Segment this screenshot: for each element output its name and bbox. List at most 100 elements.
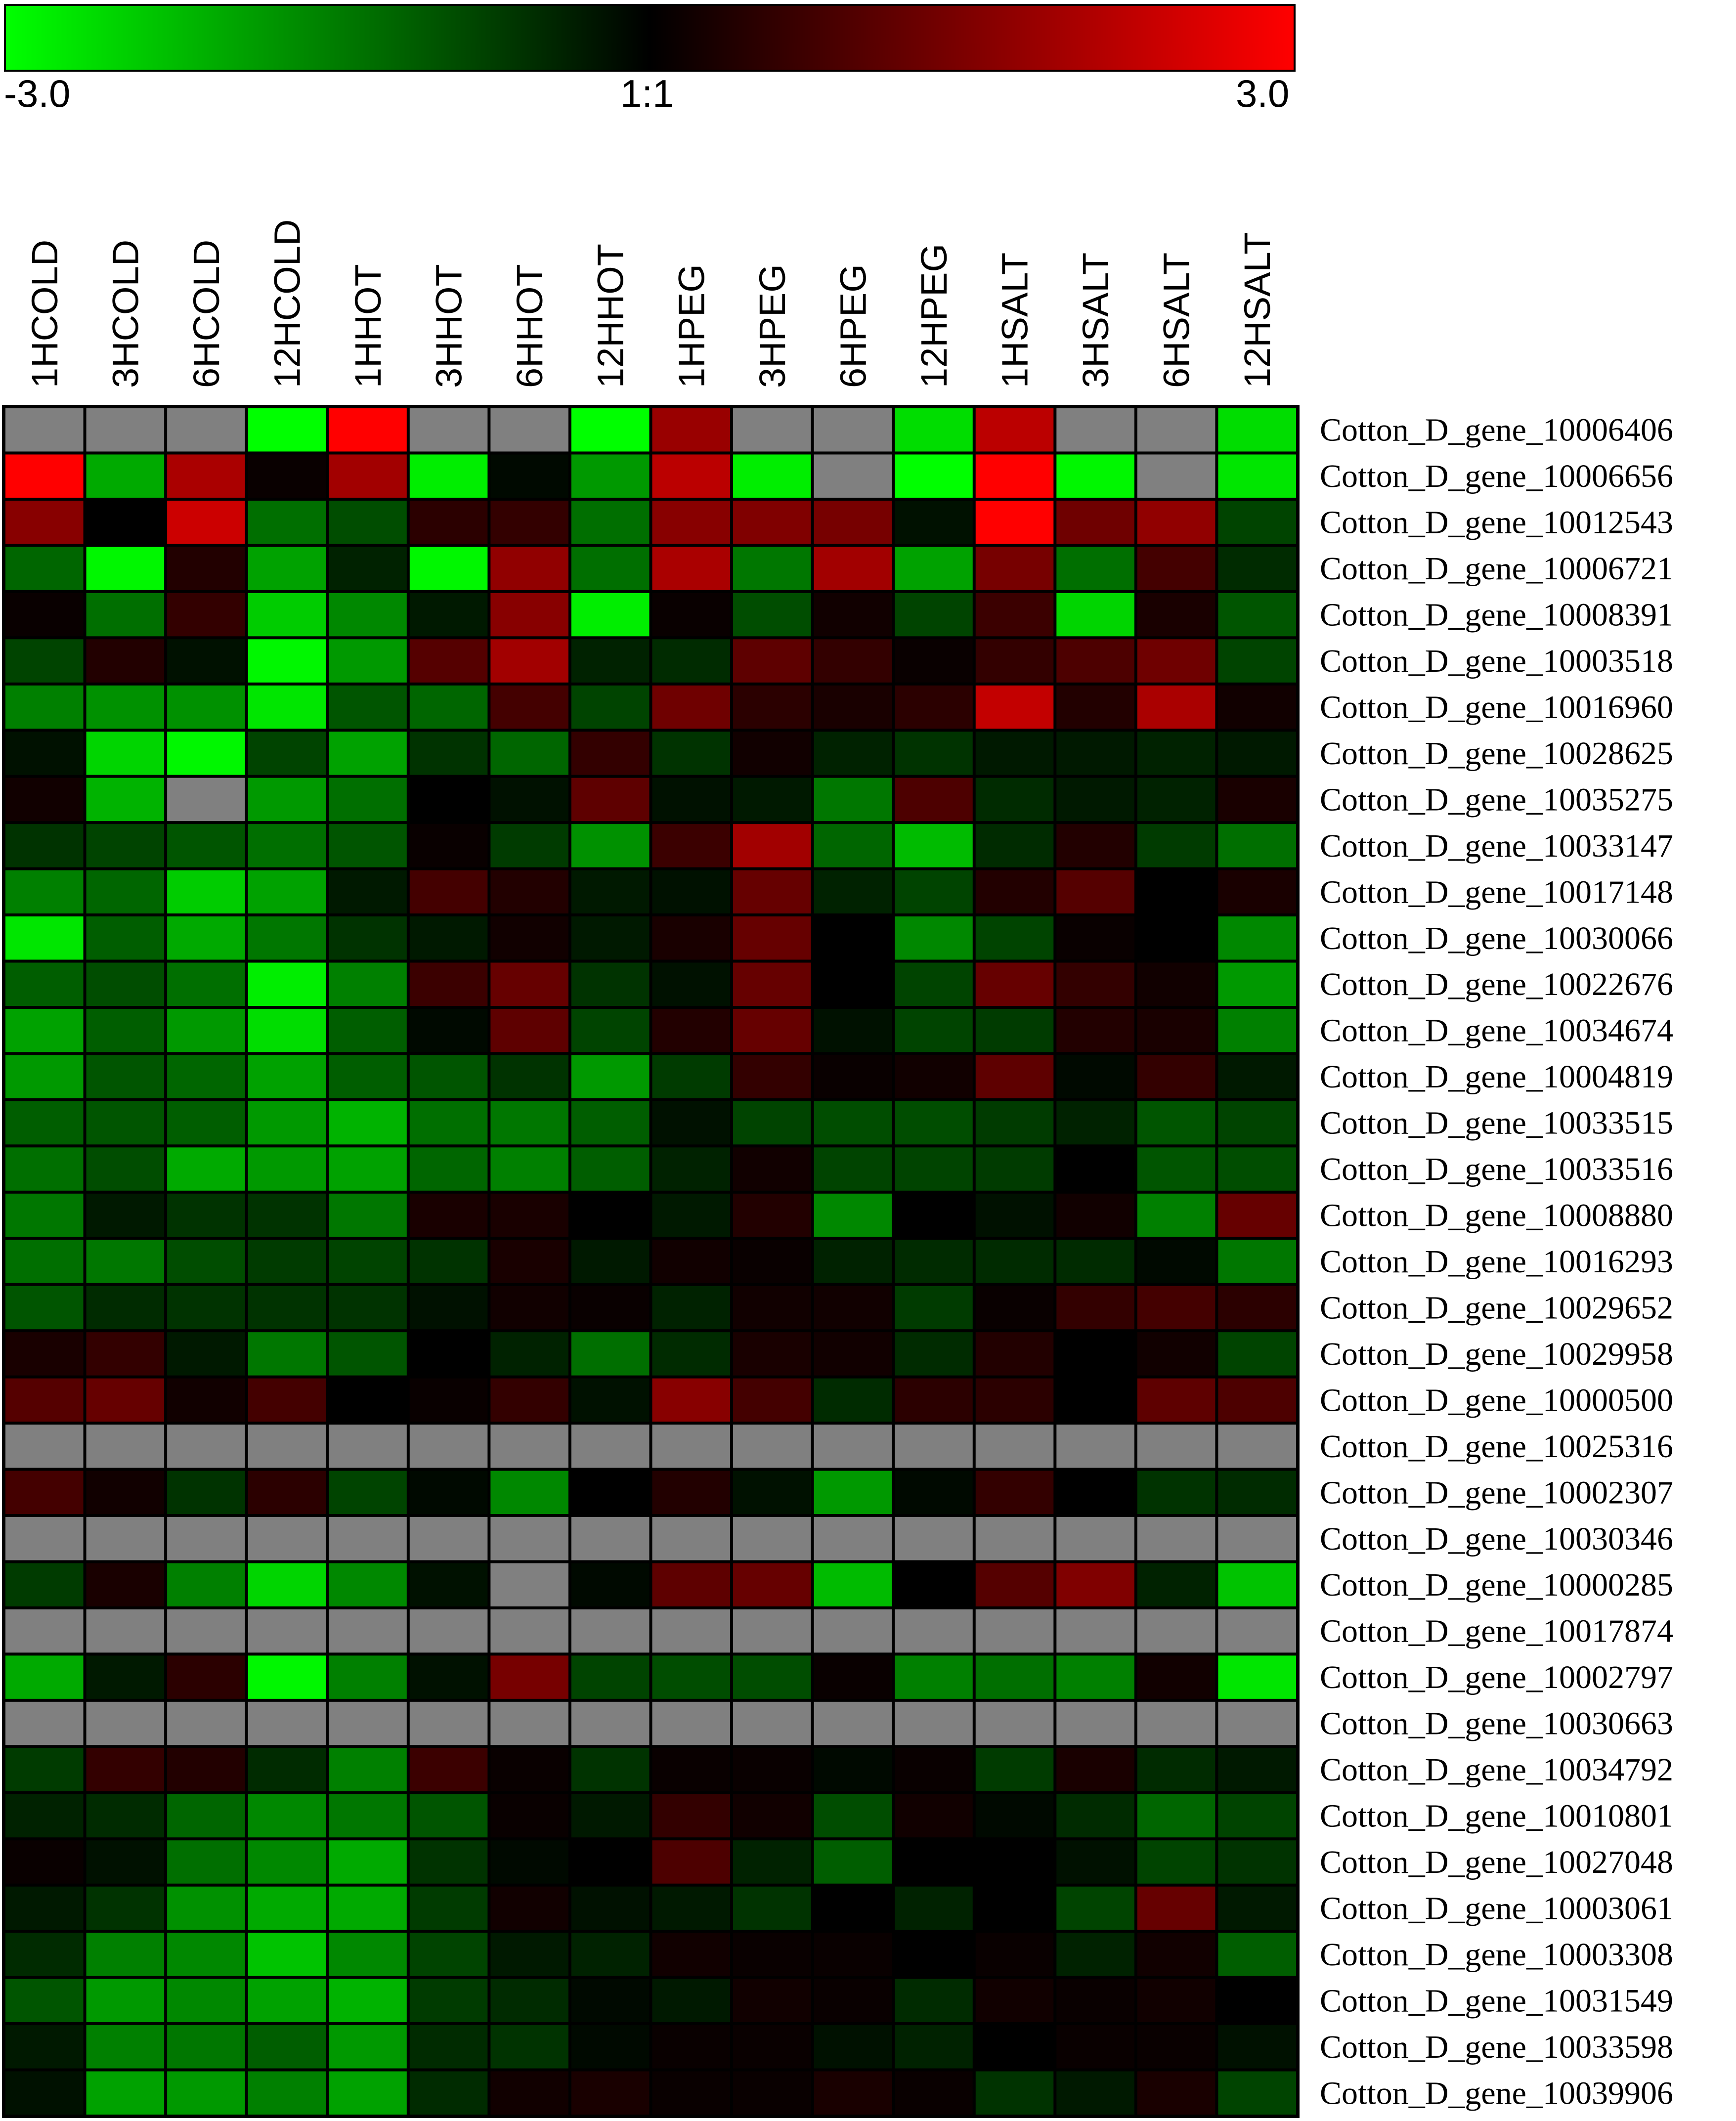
heatmap-cell: [733, 685, 811, 729]
heatmap-cell: [5, 870, 84, 914]
heatmap-cell: [814, 1886, 892, 1930]
heatmap-cell: [5, 1609, 84, 1653]
heatmap-cell: [895, 1008, 973, 1052]
heatmap-cell: [248, 2071, 326, 2115]
column-label: 3HCOLD: [105, 240, 146, 388]
heatmap-cell: [1218, 1193, 1296, 1237]
heatmap-cell: [895, 1471, 973, 1515]
heatmap-cell: [409, 1655, 488, 1699]
heatmap-cell: [490, 1378, 568, 1422]
heatmap-cell: [895, 639, 973, 683]
row-label: Cotton_D_gene_10016293: [1320, 1244, 1673, 1280]
heatmap-cell: [409, 824, 488, 867]
heatmap-cell: [733, 1609, 811, 1653]
row-label: Cotton_D_gene_10031549: [1320, 1983, 1673, 2019]
heatmap-cell: [86, 1840, 165, 1884]
heatmap-cell: [248, 639, 326, 683]
heatmap-cell: [652, 500, 731, 544]
heatmap-cell: [571, 1286, 650, 1330]
row-label: Cotton_D_gene_10012543: [1320, 505, 1673, 541]
heatmap-cell: [409, 870, 488, 914]
heatmap-cell: [733, 962, 811, 1006]
heatmap-cell: [1056, 685, 1134, 729]
heatmap-cell: [409, 1008, 488, 1052]
heatmap-cell: [652, 2025, 731, 2069]
heatmap-cell: [329, 1193, 407, 1237]
heatmap-cell: [5, 1979, 84, 2023]
heatmap-cell: [167, 1979, 245, 2023]
heatmap-cell: [86, 870, 165, 914]
heatmap-cell: [1056, 1101, 1134, 1145]
heatmap-cell: [409, 1979, 488, 2023]
heatmap-cell: [652, 1655, 731, 1699]
heatmap-cell: [329, 1609, 407, 1653]
heatmap-cell: [895, 778, 973, 822]
heatmap-cell: [1137, 1147, 1215, 1191]
heatmap-cell: [1137, 1286, 1215, 1330]
heatmap-cell: [814, 1425, 892, 1468]
heatmap-cell: [490, 1332, 568, 1376]
heatmap-cell: [5, 962, 84, 1006]
column-label: 6HPEG: [832, 264, 873, 388]
heatmap-cell: [1218, 916, 1296, 960]
heatmap-cell: [1137, 1609, 1215, 1653]
heatmap-cell: [571, 916, 650, 960]
heatmap-cell: [248, 500, 326, 544]
heatmap-cell: [814, 1286, 892, 1330]
heatmap-cell: [409, 1563, 488, 1606]
heatmap-cell: [1056, 1147, 1134, 1191]
heatmap-cell: [1137, 1240, 1215, 1283]
heatmap-cell: [814, 1378, 892, 1422]
heatmap-cell: [1218, 1655, 1296, 1699]
heatmap-cell: [409, 2071, 488, 2115]
heatmap-cell: [733, 1147, 811, 1191]
heatmap-cell: [490, 2025, 568, 2069]
heatmap-cell: [975, 685, 1054, 729]
heatmap-cell: [490, 1425, 568, 1468]
heatmap-cell: [652, 1933, 731, 1976]
heatmap-cell: [975, 1563, 1054, 1606]
heatmap-cell: [1137, 778, 1215, 822]
heatmap-cell: [895, 1055, 973, 1098]
heatmap-cell: [814, 1517, 892, 1560]
heatmap-cell: [1218, 824, 1296, 867]
heatmap-cell: [86, 1193, 165, 1237]
heatmap-cell: [329, 593, 407, 637]
heatmap-cell: [329, 1101, 407, 1145]
heatmap-cell: [1218, 732, 1296, 775]
heatmap-cell: [733, 1378, 811, 1422]
heatmap-cell: [814, 1193, 892, 1237]
heatmap-cell: [167, 1425, 245, 1468]
heatmap-cell: [1137, 1840, 1215, 1884]
heatmap-cell: [975, 962, 1054, 1006]
heatmap-cell: [571, 1055, 650, 1098]
heatmap-cell: [86, 1563, 165, 1606]
heatmap-cell: [5, 1840, 84, 1884]
heatmap-cell: [409, 732, 488, 775]
heatmap-cell: [1218, 454, 1296, 498]
heatmap-cell: [975, 1471, 1054, 1515]
heatmap-cell: [409, 1055, 488, 1098]
heatmap-cell: [5, 2025, 84, 2069]
heatmap-cell: [1056, 1748, 1134, 1791]
heatmap-cell: [248, 1517, 326, 1560]
heatmap-cell: [1218, 1794, 1296, 1838]
heatmap-cell: [895, 870, 973, 914]
heatmap-cell: [895, 1609, 973, 1653]
heatmap-cell: [329, 1378, 407, 1422]
heatmap-cell: [167, 408, 245, 452]
row-label: Cotton_D_gene_10017874: [1320, 1613, 1673, 1649]
heatmap-cell: [814, 1240, 892, 1283]
heatmap-cell: [814, 1609, 892, 1653]
heatmap-cell: [409, 454, 488, 498]
heatmap-cell: [490, 1840, 568, 1884]
heatmap-cell: [490, 547, 568, 590]
row-label: Cotton_D_gene_10028625: [1320, 736, 1673, 772]
heatmap-cell: [895, 1701, 973, 1745]
heatmap-cell: [571, 1332, 650, 1376]
heatmap-cell: [652, 408, 731, 452]
heatmap-cell: [167, 454, 245, 498]
heatmap-cell: [895, 1748, 973, 1791]
heatmap-cell: [895, 593, 973, 637]
heatmap-cell: [1218, 1609, 1296, 1653]
